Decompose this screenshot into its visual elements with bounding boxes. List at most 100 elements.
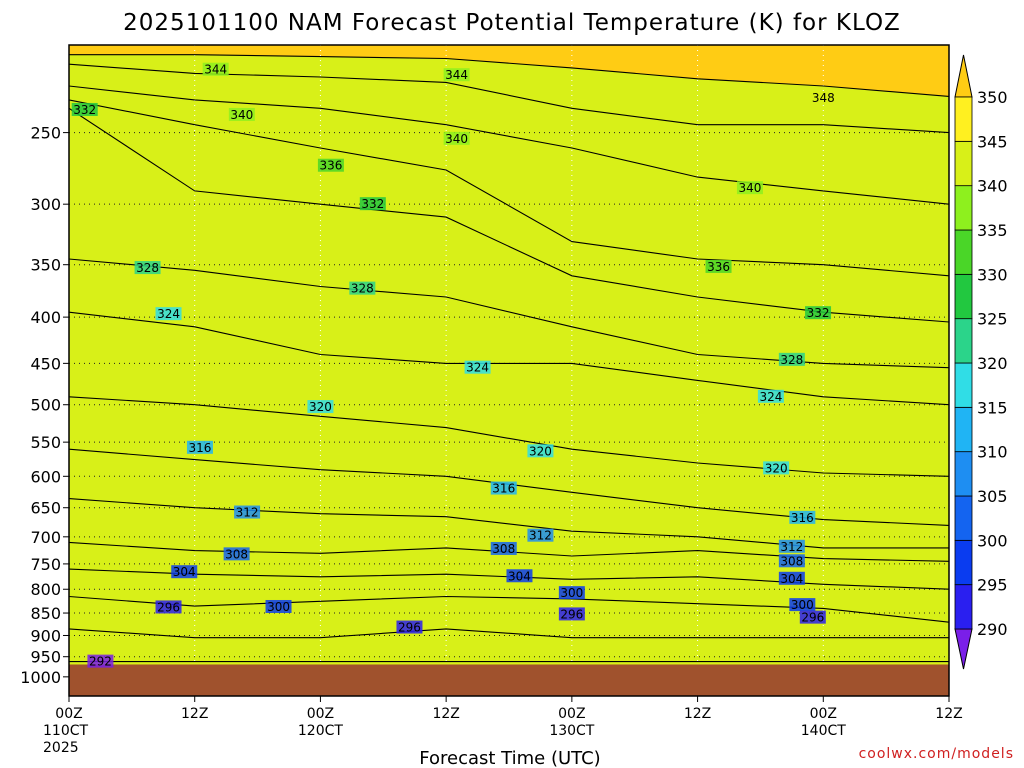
- x-tick-label: 12Z: [684, 706, 711, 722]
- contour-label: 296: [799, 610, 826, 625]
- x-tick-label: 140CT: [801, 723, 846, 739]
- contour-label: 296: [155, 600, 182, 614]
- contour-label-text: 336: [319, 159, 342, 173]
- colorbar-segment: [954, 273, 973, 320]
- contour-label-text: 324: [466, 361, 489, 375]
- isentrope-312: [69, 498, 949, 549]
- x-tick-label: 130CT: [549, 723, 594, 739]
- contour-label: 316: [789, 510, 816, 525]
- isentrope-348: [69, 54, 949, 97]
- contour-label-text: 340: [738, 181, 761, 195]
- y-tick-label: 250: [30, 124, 61, 143]
- contour-label: 336: [317, 158, 344, 173]
- y-tick-label: 350: [30, 256, 61, 275]
- contour-label: 340: [228, 107, 255, 122]
- contour-label-text: 340: [230, 108, 253, 122]
- colorbar-segment: [954, 584, 973, 630]
- x-tick-label: 110CT: [43, 723, 88, 739]
- y-tick-label: 400: [30, 308, 61, 327]
- plot-frame: [68, 44, 950, 697]
- contour-label: 340: [443, 131, 470, 146]
- contour-label: 324: [464, 360, 491, 375]
- x-tick-label: 12Z: [935, 706, 962, 722]
- contour-label: 332: [359, 197, 386, 211]
- isentrope-324: [69, 311, 949, 406]
- contour-label-text: 344: [204, 63, 227, 77]
- contour-label-text: 312: [780, 540, 803, 554]
- colorbar-tick-label: 310: [977, 443, 1008, 462]
- contour-label: 304: [778, 571, 805, 586]
- contour-label-text: 308: [225, 547, 248, 561]
- colorbar-segment: [954, 229, 973, 275]
- x-tick-label: 00Z: [558, 706, 585, 722]
- y-tick-label: 900: [30, 626, 61, 645]
- contour-label-text: 296: [801, 611, 824, 625]
- plot-area: [69, 45, 949, 696]
- chart-title: 2025101100 NAM Forecast Potential Temper…: [123, 10, 901, 36]
- y-tick-label: 950: [30, 648, 61, 667]
- contour-label-text: 304: [780, 572, 803, 586]
- x-tick-label: 120CT: [298, 723, 343, 739]
- isentropes: [69, 54, 949, 663]
- colorbar-tick-label: 320: [977, 354, 1008, 373]
- contour-label-text: 340: [445, 132, 468, 146]
- contour-label: 332: [805, 306, 832, 320]
- contour-label: 300: [558, 586, 585, 600]
- contour-label: 332: [71, 102, 98, 117]
- contour-label-text: 312: [236, 506, 259, 520]
- colorbar-segment: [954, 362, 973, 408]
- contour-label-text: 324: [157, 307, 180, 321]
- colorbar-tick-label: 315: [977, 398, 1008, 417]
- x-tick-label: 00Z: [810, 706, 837, 722]
- contour-label-text: 316: [188, 441, 211, 455]
- contour-label-text: 332: [807, 306, 830, 320]
- contour-label-text: 320: [765, 461, 788, 475]
- contour-label: 300: [789, 598, 816, 612]
- contour-label: 328: [349, 281, 376, 296]
- colorbar-tick-label: 305: [977, 487, 1008, 506]
- contour-label: 308: [490, 541, 517, 556]
- contour-label-text: 316: [492, 482, 515, 496]
- contour-labels: 344 344 348 332 340 340 336 340 332 328 336 328 324 3…: [71, 62, 837, 669]
- colorbar-segment: [954, 140, 973, 187]
- colorbar-tick-label: 340: [977, 177, 1008, 196]
- contour-label: 320: [307, 400, 334, 414]
- colorbar-tick-label: 350: [977, 88, 1008, 107]
- isentrope-328: [69, 258, 949, 369]
- contour-label: 300: [265, 599, 292, 614]
- contour-label-text: 296: [398, 621, 421, 635]
- colorbar-segment: [954, 96, 973, 142]
- contour-label-text: 304: [508, 569, 531, 583]
- isentrope-340: [69, 85, 949, 205]
- colorbar-segment: [954, 495, 973, 541]
- contour-label: 324: [155, 307, 182, 321]
- contour-label: 308: [778, 554, 805, 568]
- contour-label: 292: [87, 654, 114, 669]
- contour-label-text: 328: [136, 261, 159, 275]
- y-tick-label: 800: [30, 580, 61, 599]
- contour-label-text: 300: [267, 600, 290, 614]
- contour-label: 324: [757, 389, 784, 404]
- contour-label: 320: [527, 444, 554, 458]
- colorbar-segment: [954, 406, 973, 453]
- y-tick-label: 450: [30, 354, 61, 373]
- isentrope-320: [69, 396, 949, 477]
- contour-label: 296: [396, 620, 423, 635]
- y-tick-label: 300: [30, 195, 61, 214]
- contour-label: 344: [202, 62, 229, 77]
- contour-label-text: 312: [529, 529, 552, 543]
- x-tick-label: 12Z: [432, 706, 459, 722]
- contour-label: 312: [234, 506, 261, 520]
- colorbar-tick-label: 345: [977, 132, 1008, 151]
- contour-label-text: 296: [560, 607, 583, 621]
- isentrope-332: [69, 107, 949, 323]
- contour-label-text: 348: [812, 91, 835, 105]
- contour-label-text: 300: [560, 586, 583, 600]
- colorbar-tick-label: 325: [977, 310, 1008, 329]
- contour-label-text: 328: [351, 282, 374, 296]
- contour-label-text: 320: [309, 400, 332, 414]
- surface-band: [69, 664, 949, 696]
- x-tick-label: 12Z: [181, 706, 208, 722]
- colorbar-tick-label: 330: [977, 265, 1008, 284]
